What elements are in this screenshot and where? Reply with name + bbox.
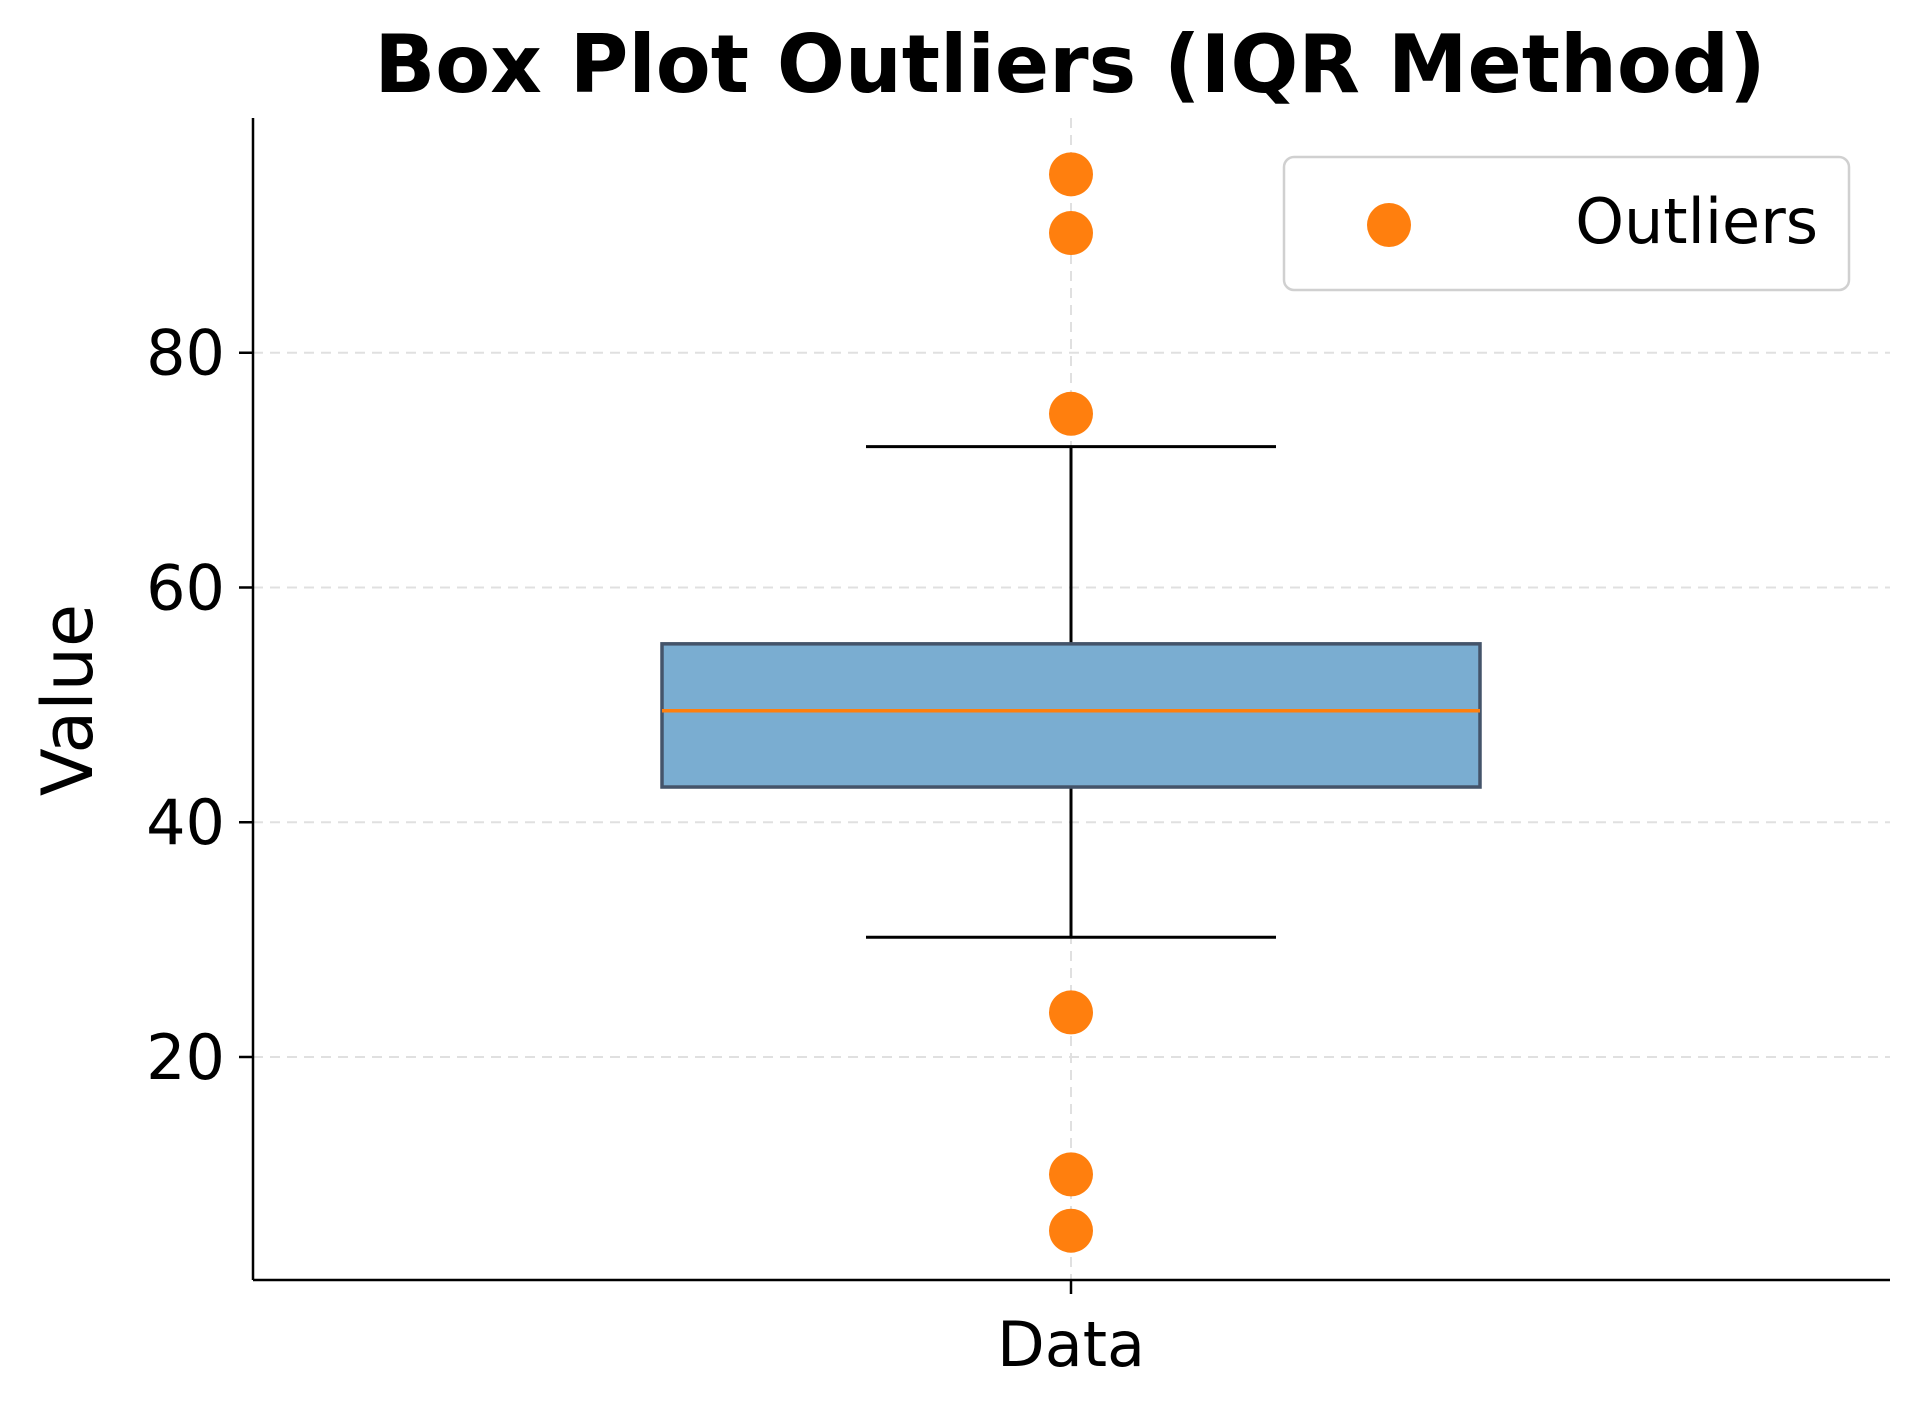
outlier-point-5 xyxy=(1049,1208,1093,1253)
outlier-point-0 xyxy=(1049,152,1093,197)
outlier-point-1 xyxy=(1049,211,1093,256)
legend-label-outliers: Outliers xyxy=(1575,185,1818,258)
iqr-box xyxy=(660,642,1482,789)
x-tick-label-data: Data xyxy=(997,1308,1145,1381)
y-tick-label-60: 60 xyxy=(146,551,225,624)
chart-title: Box Plot Outliers (IQR Method) xyxy=(374,18,1765,111)
y-tick-label-20: 20 xyxy=(146,1021,225,1094)
x-axis-ticks: Data xyxy=(997,1280,1145,1381)
outlier-point-2 xyxy=(1049,391,1093,436)
legend: Outliers xyxy=(1282,155,1851,292)
outlier-points xyxy=(1049,152,1093,1253)
y-tick-label-80: 80 xyxy=(146,317,225,390)
outlier-point-3 xyxy=(1049,990,1093,1035)
y-axis-ticks: 20 40 60 80 xyxy=(146,317,253,1094)
legend-outlier-marker xyxy=(1367,203,1411,247)
box-plot xyxy=(660,445,1482,939)
legend-frame xyxy=(1282,155,1851,292)
y-tick-label-40: 40 xyxy=(146,786,225,859)
outlier-point-4 xyxy=(1049,1152,1093,1197)
y-axis-label: Value xyxy=(27,604,109,796)
